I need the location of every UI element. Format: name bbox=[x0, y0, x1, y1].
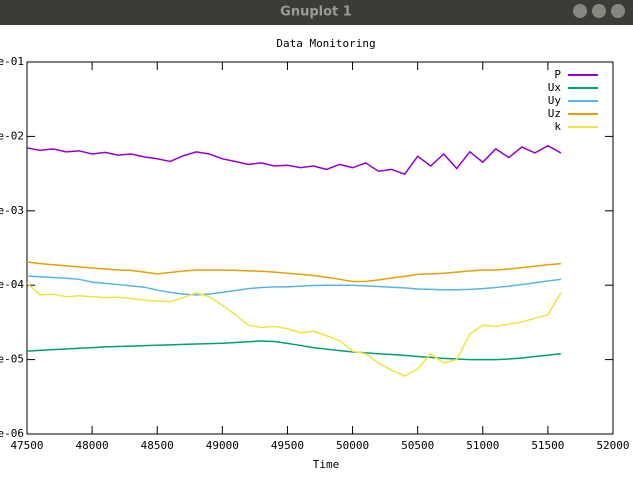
x-tick-label: 47500 bbox=[10, 439, 43, 452]
y-tick-label: 1e-06 bbox=[0, 427, 24, 440]
plot-frame bbox=[26, 61, 614, 435]
window-title: Gnuplot 1 bbox=[280, 5, 352, 20]
legend-label: Uy bbox=[548, 94, 562, 107]
x-tick-label: 48000 bbox=[76, 439, 109, 452]
x-tick-label: 50000 bbox=[336, 439, 369, 452]
legend-label: k bbox=[554, 120, 561, 133]
x-tick-label: 48500 bbox=[141, 439, 174, 452]
series-line bbox=[26, 261, 561, 283]
series-line bbox=[26, 144, 562, 176]
series-line bbox=[26, 275, 562, 296]
y-tick-label: 1e-05 bbox=[0, 353, 24, 366]
y-tick-label: 1e-02 bbox=[0, 129, 24, 142]
series-line bbox=[26, 282, 562, 377]
y-tick-label: 1e-03 bbox=[0, 204, 24, 217]
chart-title: Data Monitoring bbox=[276, 37, 375, 50]
x-tick-label: 49000 bbox=[206, 439, 239, 452]
legend-label: P bbox=[554, 68, 561, 81]
close-button[interactable] bbox=[611, 4, 625, 18]
x-tick-label: 50500 bbox=[401, 439, 434, 452]
title-bar bbox=[0, 0, 633, 25]
x-tick-label: 51000 bbox=[466, 439, 499, 452]
x-tick-label: 51500 bbox=[531, 439, 564, 452]
series-line bbox=[26, 340, 561, 361]
minimize-button[interactable] bbox=[573, 4, 587, 18]
y-tick-label: 1e-04 bbox=[0, 278, 24, 291]
legend-label: Uz bbox=[548, 107, 561, 120]
x-tick-label: 49500 bbox=[271, 439, 304, 452]
y-tick-label: 1e-01 bbox=[0, 55, 24, 68]
x-tick-label: 52000 bbox=[596, 439, 629, 452]
legend-label: Ux bbox=[548, 81, 562, 94]
maximize-button[interactable] bbox=[592, 4, 606, 18]
x-axis-label: Time bbox=[313, 458, 340, 471]
